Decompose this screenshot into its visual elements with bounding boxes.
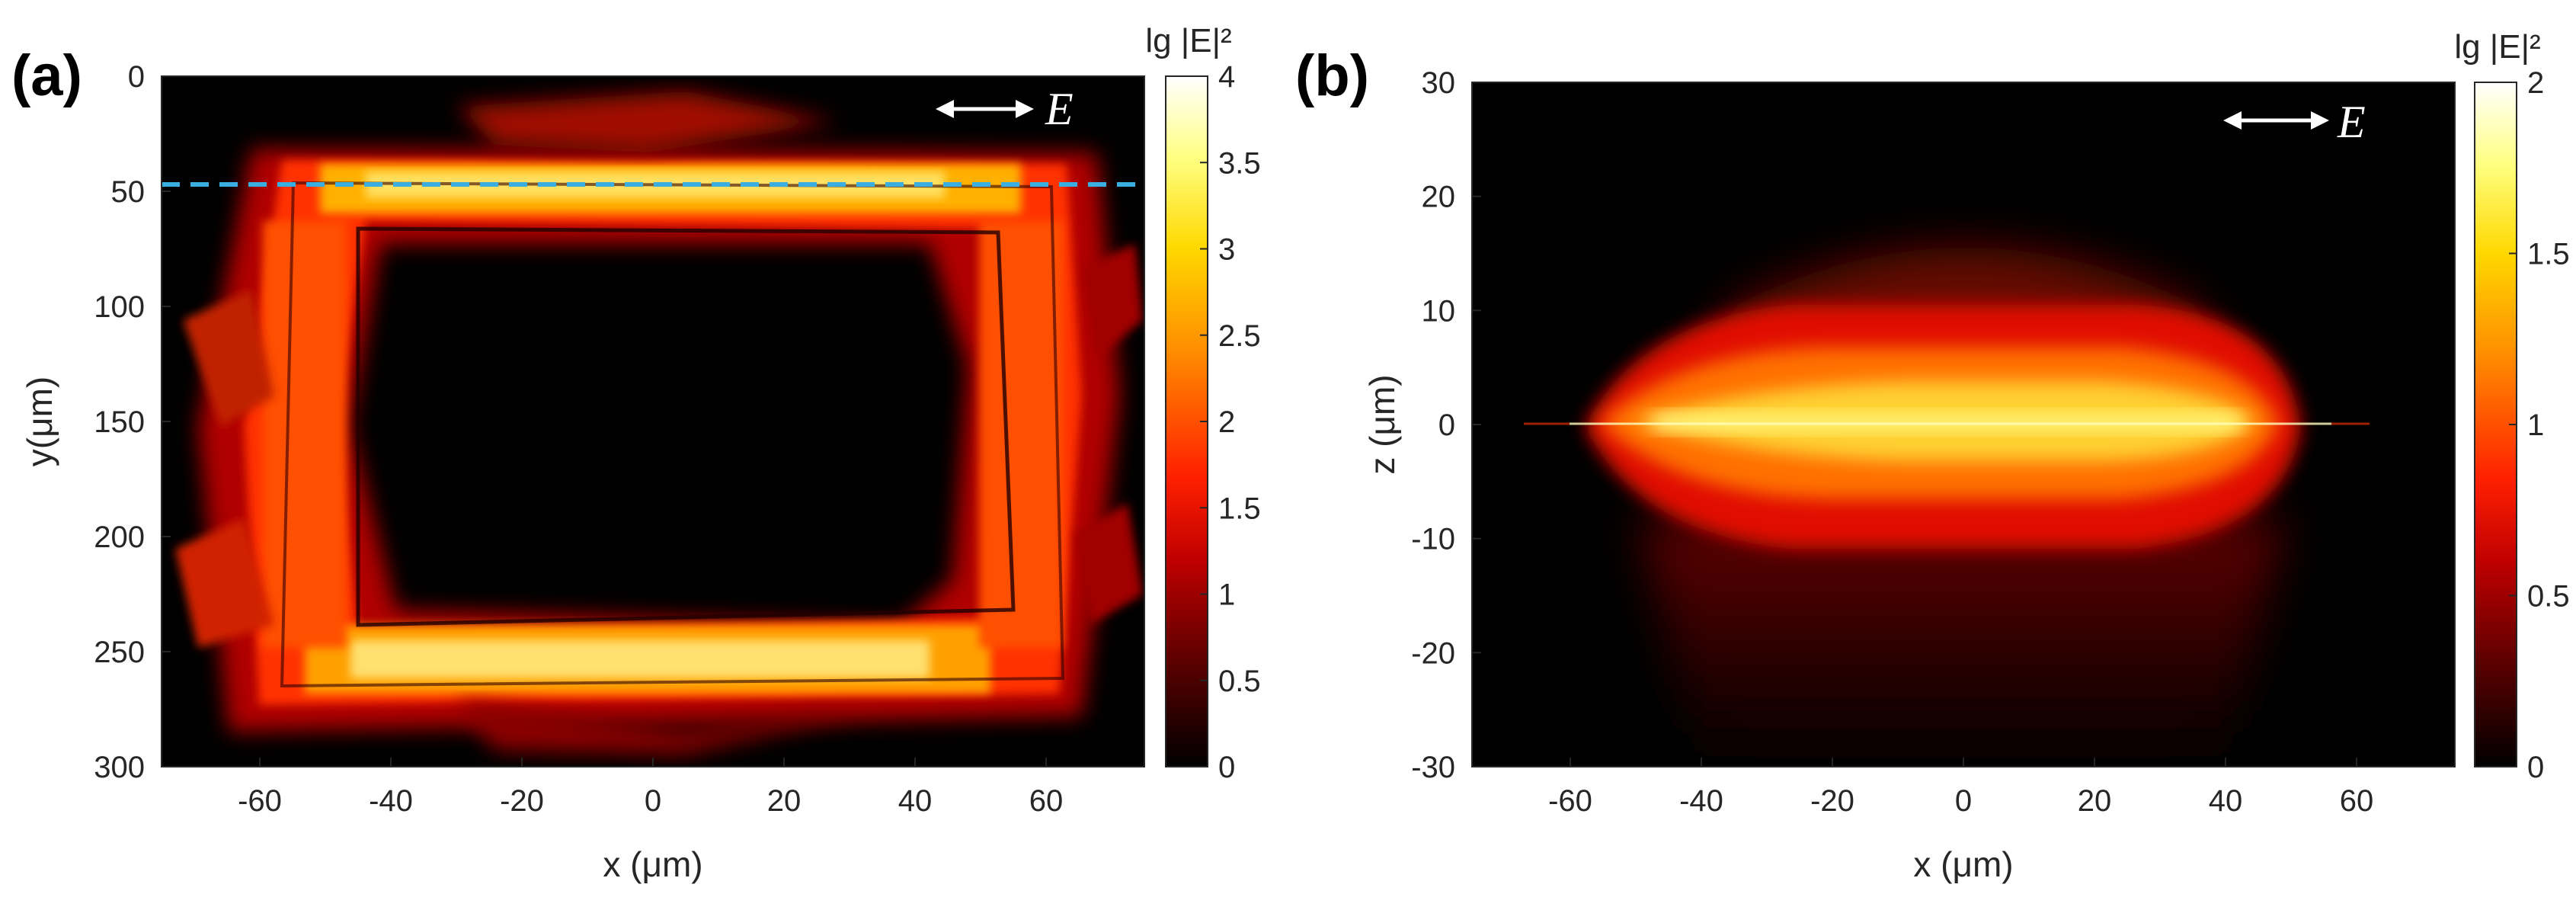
colorbar-tick-label: 0	[1218, 751, 1235, 784]
colorbar-ticks-b: 0 0.5 1 1.5 2	[2509, 66, 2570, 784]
panel-label-b: (b)	[1295, 43, 1369, 108]
x-tick-label: -20	[500, 784, 544, 818]
y-ticks-a: 0 50 100 150 200 250 300	[94, 60, 171, 784]
x-tick-label: -20	[1810, 784, 1854, 818]
colorbar-tick-label: 1.5	[2527, 238, 2570, 271]
x-tick-label: 0	[1955, 784, 1972, 818]
colorbar-tick-label: 2	[1218, 405, 1235, 439]
polarization-arrow-b: E	[2223, 97, 2366, 147]
y-tick-label: -10	[1411, 523, 1455, 556]
y-tick-label: 10	[1422, 294, 1456, 328]
panel-label-a: (a)	[11, 43, 82, 108]
colorbar-tick-label: 2	[2527, 66, 2544, 100]
y-tick-label: 50	[111, 175, 146, 209]
y-tick-label: -30	[1411, 751, 1455, 784]
x-axis-label-a: x (μm)	[603, 844, 702, 884]
colorbar-tick-label: 0	[2527, 751, 2544, 784]
x-tick-label: 60	[1029, 784, 1064, 818]
y-axis-label-a: y(μm)	[20, 376, 59, 466]
x-tick-label: 40	[898, 784, 933, 818]
x-tick-label: -40	[369, 784, 413, 818]
colorbar-tick-label: 2.5	[1218, 319, 1261, 353]
y-tick-label: 300	[94, 751, 145, 784]
x-tick-label: 20	[767, 784, 802, 818]
field-ring-a	[162, 91, 1144, 755]
colorbar-tick-label: 1	[2527, 409, 2544, 442]
y-tick-label: 20	[1422, 181, 1456, 214]
y-ticks-b: -30 -20 -10 0 10 20 30	[1411, 66, 1481, 784]
y-tick-label: 250	[94, 636, 145, 669]
colorbar-tick-label: 1	[1218, 578, 1235, 612]
x-tick-label: -60	[1548, 784, 1592, 818]
colorbar-title-b: lg |E|²	[2454, 28, 2540, 66]
x-tick-label: 60	[2340, 784, 2374, 818]
colorbar-tick-label: 4	[1218, 60, 1235, 94]
polarization-label-a: E	[1045, 84, 1074, 134]
colorbar-tick-label: 1.5	[1218, 492, 1261, 525]
y-tick-label: 150	[94, 405, 145, 439]
x-ticks-a: -60 -40 -20 0 20 40 60	[238, 758, 1063, 818]
colorbar-tick-label: 3.5	[1218, 146, 1261, 180]
colorbar-ticks-a: 0 0.5 1 1.5 2 2.5 3 3.5 4	[1200, 60, 1261, 784]
y-tick-label: 0	[1438, 409, 1455, 442]
x-tick-label: 0	[645, 784, 661, 818]
x-tick-label: -60	[238, 784, 282, 818]
colorbar-tick-label: 0.5	[1218, 665, 1261, 698]
polarization-arrow-a: E	[936, 84, 1074, 134]
field-band-b	[1524, 248, 2370, 767]
y-tick-label: 100	[94, 290, 145, 324]
x-tick-label: 40	[2209, 784, 2243, 818]
x-tick-label: -40	[1679, 784, 1723, 818]
y-axis-label-b: z (μm)	[1362, 374, 1402, 474]
polarization-label-b: E	[2337, 97, 2366, 147]
colorbar-tick-label: 3	[1218, 233, 1235, 267]
colorbar-title-a: lg |E|²	[1145, 22, 1231, 59]
colorbar-tick-label: 0.5	[2527, 580, 2570, 614]
y-tick-label: 0	[128, 60, 145, 94]
y-tick-label: 30	[1422, 66, 1456, 100]
x-ticks-b: -60 -40 -20 0 20 40 60	[1548, 758, 2373, 818]
y-tick-label: -20	[1411, 636, 1455, 670]
y-tick-label: 200	[94, 521, 145, 554]
x-tick-label: 20	[2078, 784, 2112, 818]
x-axis-label-b: x (μm)	[1913, 844, 2013, 884]
